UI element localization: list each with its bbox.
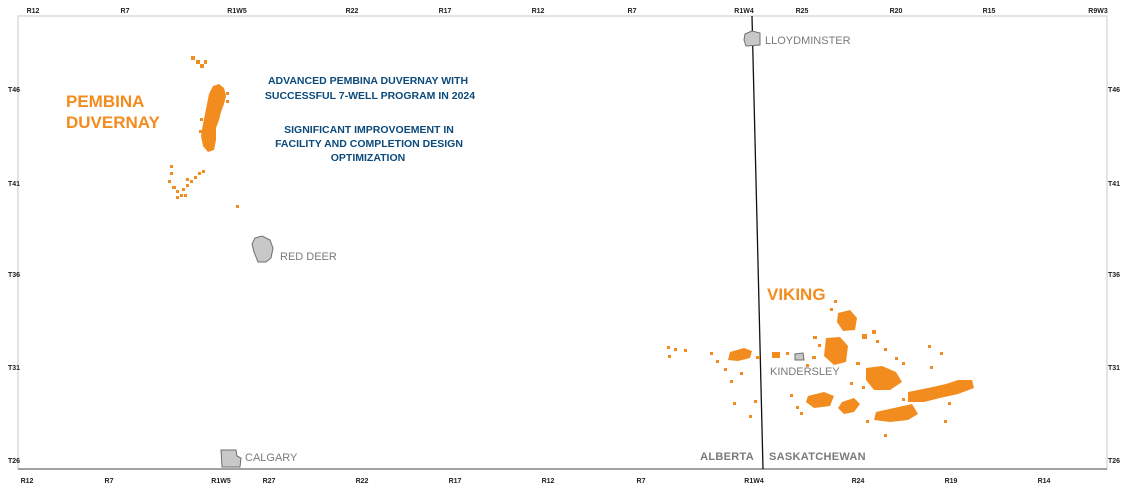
right-township-labels: T46 T41 T36 T31 T26 — [1108, 87, 1120, 465]
range-label: R24 — [852, 478, 865, 485]
range-label: R1W5 — [227, 8, 247, 15]
map-frame — [17, 15, 1108, 470]
range-label: R12 — [21, 478, 34, 485]
town-boundary-icon — [220, 449, 242, 468]
range-label: R22 — [346, 8, 359, 15]
range-label: R20 — [890, 8, 903, 15]
range-label: R7 — [637, 478, 646, 485]
program-annotation: ADVANCED PEMBINA DUVERNAY WITH SUCCESSFU… — [265, 75, 475, 164]
township-label: T46 — [1108, 87, 1120, 94]
viking-land — [667, 300, 974, 437]
township-label: T41 — [8, 181, 20, 188]
range-label: R17 — [439, 8, 452, 15]
range-label: R12 — [542, 478, 555, 485]
range-label: R14 — [1038, 478, 1051, 485]
range-label: R15 — [983, 8, 996, 15]
range-label: R22 — [356, 478, 369, 485]
play-label-pembina: PEMBINA — [66, 92, 144, 111]
town-label-lloydminster: LLOYDMINSTER — [765, 35, 851, 47]
township-label: T36 — [1108, 272, 1120, 279]
range-label: R1W4 — [744, 478, 764, 485]
top-range-labels: R12 R7 R1W5 R22 R17 R12 R7 R1W4 R25 R20 … — [27, 8, 1108, 15]
town-boundary-icon — [251, 235, 274, 263]
town-boundary-icon — [743, 30, 761, 47]
township-label: T31 — [8, 365, 20, 372]
play-label-viking: VIKING — [767, 285, 826, 304]
township-label: T31 — [1108, 365, 1120, 372]
range-label: R7 — [121, 8, 130, 15]
annotation-line: FACILITY AND COMPLETION DESIGN — [275, 138, 463, 150]
township-label: T41 — [1108, 181, 1120, 188]
range-label: R1W5 — [211, 478, 231, 485]
town-boundary-icon — [794, 352, 805, 361]
range-label: R12 — [27, 8, 40, 15]
township-label: T36 — [8, 272, 20, 279]
range-label: R7 — [628, 8, 637, 15]
annotation-line: SUCCESSFUL 7-WELL PROGRAM IN 2024 — [265, 90, 475, 102]
pembina-duvernay-land — [168, 56, 239, 208]
annotation-line: SIGNIFICANT IMPROVOEMENT IN — [284, 124, 454, 136]
provincial-border-line — [751, 15, 764, 470]
range-label: R25 — [796, 8, 809, 15]
province-label-saskatchewan: SASKATCHEWAN — [769, 451, 866, 463]
range-label: R27 — [263, 478, 276, 485]
town-label-calgary: CALGARY — [245, 452, 298, 464]
range-label: R12 — [532, 8, 545, 15]
range-label: R19 — [945, 478, 958, 485]
play-label-duvernay: DUVERNAY — [66, 113, 161, 132]
township-label: T26 — [1108, 458, 1120, 465]
annotation-line: OPTIMIZATION — [331, 152, 405, 164]
town-label-red-deer: RED DEER — [280, 251, 337, 263]
province-label-alberta: ALBERTA — [700, 451, 754, 463]
left-township-labels: T46 T41 T36 T31 T26 — [8, 87, 20, 465]
township-label: T46 — [8, 87, 20, 94]
bottom-range-labels: R12 R7 R1W5 R27 R22 R17 R12 R7 R1W4 R24 … — [21, 478, 1051, 485]
annotation-line: ADVANCED PEMBINA DUVERNAY WITH — [268, 75, 468, 87]
range-label: R9W3 — [1088, 8, 1108, 15]
township-label: T26 — [8, 458, 20, 465]
range-label: R1W4 — [734, 8, 754, 15]
range-label: R7 — [105, 478, 114, 485]
range-label: R17 — [449, 478, 462, 485]
town-label-kindersley: KINDERSLEY — [770, 366, 840, 378]
